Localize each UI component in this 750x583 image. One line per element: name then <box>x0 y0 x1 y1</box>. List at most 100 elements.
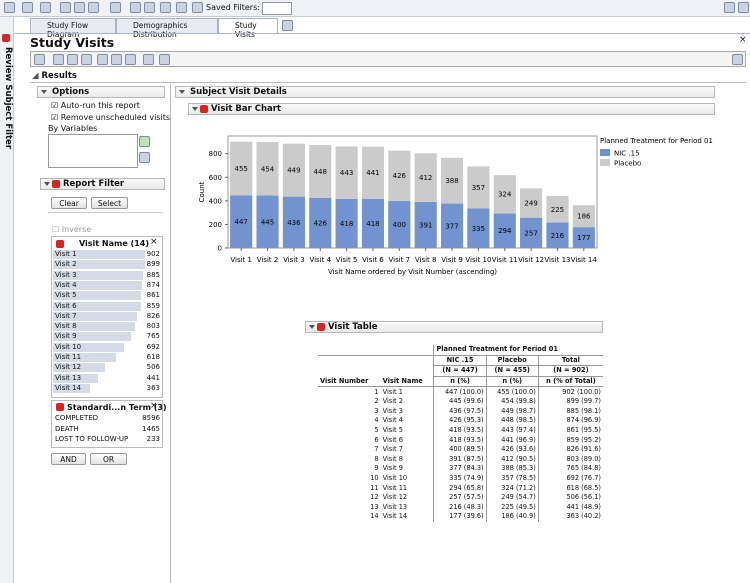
table-cell: 445 (99.6) <box>434 397 486 407</box>
help-icon[interactable] <box>732 54 743 65</box>
table-cell: 455 (100.0) <box>486 387 538 397</box>
tool-icon[interactable] <box>160 2 171 13</box>
tab[interactable]: Study Visits <box>218 18 278 33</box>
tool-icon[interactable] <box>110 2 121 13</box>
table-cell: Visit 5 <box>381 426 434 436</box>
or-button[interactable]: OR <box>90 453 127 465</box>
options-title: Options <box>52 87 89 97</box>
tool-icon[interactable] <box>125 54 136 65</box>
bar-value-label: 249 <box>524 200 537 208</box>
tool-icon[interactable] <box>738 2 749 13</box>
table-cell: 826 (91.6) <box>538 445 603 455</box>
filter-menu[interactable] <box>56 403 64 411</box>
tool-icon[interactable] <box>81 54 92 65</box>
tool-icon[interactable] <box>130 2 141 13</box>
table-cell: Visit 8 <box>381 455 434 465</box>
table-row: 8Visit 8391 (87.5)412 (90.5)803 (89.0) <box>318 455 603 465</box>
tool-icon[interactable] <box>159 54 170 65</box>
table-cell: Visit 14 <box>381 512 434 522</box>
tool-icon[interactable] <box>40 2 51 13</box>
table-cell: 441 (48.9) <box>538 503 603 513</box>
table-cell: 8 <box>318 455 381 465</box>
tab-icon[interactable] <box>282 20 293 31</box>
filter-item-label: Visit 13 <box>55 374 81 382</box>
and-button[interactable]: AND <box>51 453 86 465</box>
table-cell: 357 (78.5) <box>486 474 538 484</box>
tool-icon[interactable] <box>74 2 85 13</box>
group-n: (N = 902) <box>538 366 603 377</box>
close-button[interactable]: × <box>150 237 158 247</box>
table-cell: 1 <box>318 387 381 397</box>
side-tab[interactable]: Review Subject Filter <box>0 17 14 583</box>
filter-menu[interactable] <box>56 240 64 248</box>
rule <box>30 82 746 83</box>
table-row: 13Visit 13216 (48.3)225 (49.5)441 (48.9) <box>318 503 603 513</box>
table-cell: 225 (49.5) <box>486 503 538 513</box>
tab[interactable]: Demographics Distribution <box>116 18 218 33</box>
filter-item-count: 859 <box>147 302 160 310</box>
tool-icon[interactable] <box>60 2 71 13</box>
tool-icon[interactable] <box>22 2 33 13</box>
tab[interactable]: Study Flow Diagram <box>30 18 116 33</box>
y-axis-title: Count <box>198 181 206 202</box>
filter-item-label: COMPLETED <box>55 414 98 422</box>
saved-filters-dropdown[interactable] <box>262 2 292 15</box>
filter-item-count: 861 <box>147 291 160 299</box>
report-filter-header[interactable]: Report Filter <box>40 178 165 190</box>
tool-icon[interactable] <box>143 54 154 65</box>
tool-icon[interactable] <box>144 2 155 13</box>
results-header[interactable]: ◢ Results <box>32 71 77 81</box>
tool-icon[interactable] <box>4 2 15 13</box>
table-cell: Visit 9 <box>381 464 434 474</box>
tool-icon[interactable] <box>67 54 78 65</box>
y-tick-label: 600 <box>209 174 222 182</box>
details-header[interactable]: Subject Visit Details <box>175 86 715 98</box>
group-name: Total <box>538 355 603 366</box>
options-header[interactable]: Options <box>37 86 165 98</box>
bar-value-label: 324 <box>498 191 512 199</box>
visit-table-header[interactable]: Visit Table <box>305 321 603 333</box>
remove-icon[interactable] <box>139 152 150 163</box>
x-tick-label: Visit 14 <box>571 256 598 264</box>
table-cell: 249 (54.7) <box>486 493 538 503</box>
results-label: Results <box>42 71 77 81</box>
filter-item-count: 506 <box>147 363 160 371</box>
filter-item-label: Visit 3 <box>55 271 77 279</box>
by-variables-box[interactable] <box>48 134 138 168</box>
rule <box>48 212 163 213</box>
x-tick-label: Visit 12 <box>518 256 544 264</box>
checkbox-row[interactable]: ☑ Auto-run this report <box>51 101 140 110</box>
bar-chart-header[interactable]: Visit Bar Chart <box>188 103 715 115</box>
tool-icon[interactable] <box>53 54 64 65</box>
table-cell: 324 (71.2) <box>486 483 538 493</box>
visit-bar-chart: 0200400600800CountVisit Name ordered by … <box>195 128 715 280</box>
tool-icon[interactable] <box>176 2 187 13</box>
table-cell: 418 (93.5) <box>434 426 486 436</box>
checkbox-label: Auto-run this report <box>61 101 140 110</box>
checkbox-row[interactable]: ☑ Remove unscheduled visits <box>51 113 170 122</box>
close-button[interactable]: × <box>150 401 158 411</box>
tool-icon[interactable] <box>34 54 45 65</box>
group-name: Placebo <box>486 355 538 366</box>
add-icon[interactable] <box>139 136 150 147</box>
table-cell: 294 (65.8) <box>434 483 486 493</box>
x-tick-label: Visit 11 <box>492 256 518 264</box>
table-cell: Visit 2 <box>381 397 434 407</box>
bar-value-label: 455 <box>234 165 247 173</box>
legend-title: Planned Treatment for Period 01 <box>600 137 713 145</box>
tool-icon[interactable] <box>97 54 108 65</box>
y-tick-label: 200 <box>209 221 222 229</box>
bar-value-label: 377 <box>445 222 458 230</box>
clear-button[interactable]: Clear <box>51 197 87 209</box>
x-tick-label: Visit 6 <box>362 256 384 264</box>
filter-item-label: Visit 1 <box>55 250 77 258</box>
close-button[interactable]: × <box>739 35 747 45</box>
tool-icon[interactable] <box>724 2 735 13</box>
table-cell: 7 <box>318 445 381 455</box>
tool-icon[interactable] <box>111 54 122 65</box>
inverse-checkbox[interactable]: ☐ Inverse <box>52 225 91 234</box>
filter-item-count: 618 <box>147 353 160 361</box>
tool-icon[interactable] <box>192 2 203 13</box>
tool-icon[interactable] <box>88 2 99 13</box>
select-button[interactable]: Select <box>91 197 128 209</box>
